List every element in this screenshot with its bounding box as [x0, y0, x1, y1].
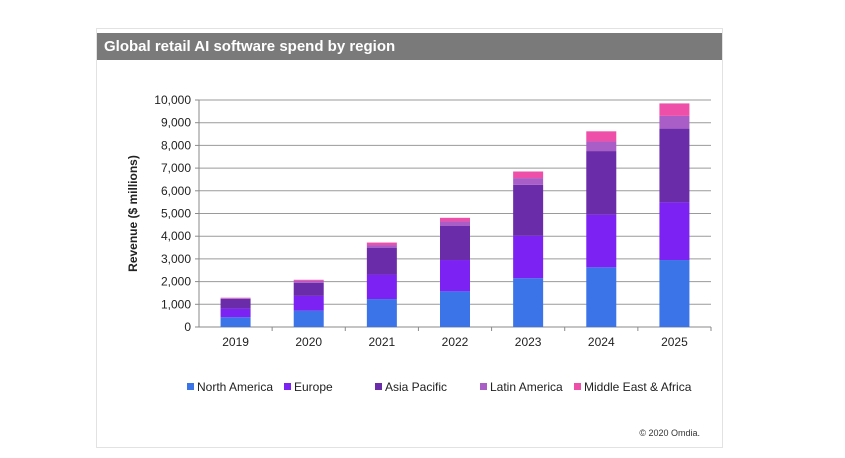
bar-segment — [293, 280, 324, 283]
bar-segment — [440, 291, 470, 327]
bar-segment — [659, 115, 690, 129]
bar-segment — [513, 178, 544, 185]
bar-segment — [659, 128, 690, 203]
legend-label: Middle East & Africa — [584, 380, 692, 394]
copyright-credit: © 2020 Omdia. — [639, 428, 700, 438]
legend-swatch — [480, 383, 487, 390]
bar-segment — [513, 184, 544, 236]
chart-title: Global retail AI software spend by regio… — [97, 33, 722, 60]
bar-segment — [220, 298, 251, 309]
bar-segment — [366, 245, 397, 249]
chart-frame: Global retail AI software spend by regio… — [96, 28, 723, 448]
chart-canvas: 0 1,000 2,000 3,000 4,000 5,000 6,000 7,000 8,00… — [126, 93, 712, 394]
y-tick-label: 7,000 — [161, 161, 191, 175]
y-tick-label: 9,000 — [161, 116, 191, 130]
bar-segment — [220, 308, 251, 318]
bar-segment — [220, 298, 251, 299]
bar-segment — [513, 278, 544, 327]
bar-segment — [659, 202, 690, 261]
bar-segment — [513, 171, 544, 179]
x-tick-label: 2019 — [222, 335, 249, 349]
y-tick-label: 5,000 — [161, 207, 191, 221]
x-tick-label: 2021 — [369, 335, 396, 349]
x-tick-label: 2024 — [588, 335, 615, 349]
bar-segment — [293, 279, 324, 281]
bar-segment — [659, 260, 690, 327]
bar-segment — [586, 214, 617, 268]
x-tick-label: 2023 — [515, 335, 542, 349]
bar-segment — [659, 103, 690, 116]
y-tick-label: 3,000 — [161, 252, 191, 266]
bar-segment — [366, 242, 397, 246]
y-tick-label: 4,000 — [161, 229, 191, 243]
y-tick-label: 6,000 — [161, 184, 191, 198]
x-tick-label: 2020 — [295, 335, 322, 349]
bar-segment — [440, 217, 470, 222]
legend-label: Latin America — [490, 380, 563, 394]
bar-segment — [440, 260, 470, 292]
legend-label: North America — [197, 380, 273, 394]
legend-label: Europe — [294, 380, 333, 394]
legend-swatch — [574, 383, 581, 390]
legend-swatch — [284, 383, 291, 390]
bar-segment — [586, 151, 617, 215]
bar-segment — [293, 310, 324, 327]
bar-segment — [440, 225, 470, 261]
bar-segment — [366, 274, 397, 300]
legend-swatch — [187, 383, 194, 390]
y-tick-label: 2,000 — [161, 275, 191, 289]
x-tick-label: 2022 — [442, 335, 469, 349]
y-tick-label: 8,000 — [161, 138, 191, 152]
bar-segment — [440, 221, 470, 226]
bar-segment — [513, 235, 544, 279]
legend-label: Asia Pacific — [385, 380, 447, 394]
bar-segment — [586, 267, 617, 327]
bar-segment — [220, 317, 251, 327]
bar-segment — [293, 295, 324, 311]
bar-segment — [366, 248, 397, 275]
legend-swatch — [375, 383, 382, 390]
y-tick-label: 10,000 — [154, 93, 191, 107]
bar-segment — [586, 141, 617, 152]
y-tick-label: 0 — [184, 320, 191, 334]
y-tick-label: 1,000 — [161, 297, 191, 311]
y-axis-label: Revenue ($ millions) — [126, 155, 140, 272]
x-tick-label: 2025 — [661, 335, 688, 349]
bar-segment — [586, 131, 617, 142]
bar-segment — [366, 299, 397, 327]
bar-segment — [293, 282, 324, 296]
